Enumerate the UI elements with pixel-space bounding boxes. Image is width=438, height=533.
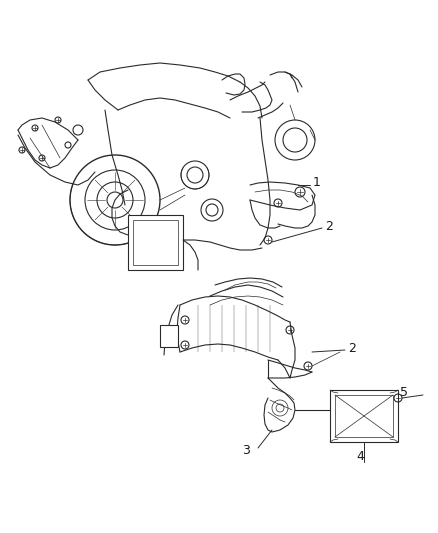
Bar <box>330 390 398 442</box>
Text: 2: 2 <box>348 342 356 354</box>
Bar <box>160 325 178 347</box>
Text: 2: 2 <box>325 220 333 232</box>
Bar <box>335 395 393 437</box>
Text: 5: 5 <box>400 385 408 399</box>
Text: 4: 4 <box>356 450 364 464</box>
Text: 1: 1 <box>313 175 321 189</box>
Text: 3: 3 <box>242 443 250 456</box>
Bar <box>128 215 183 270</box>
Bar <box>133 220 178 265</box>
